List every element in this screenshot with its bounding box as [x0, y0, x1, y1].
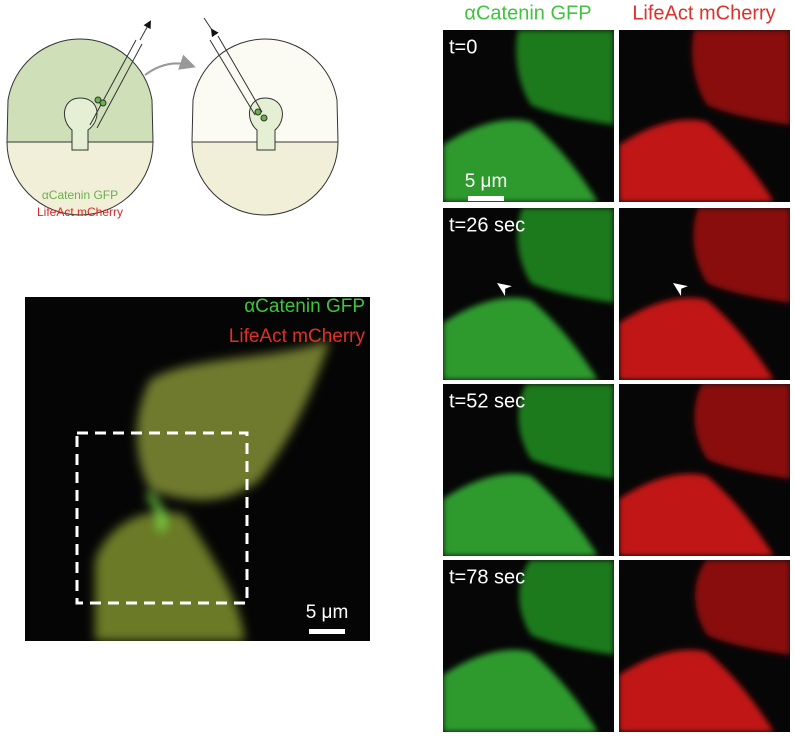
scale-label: 5 μm	[306, 602, 349, 623]
cells	[443, 208, 614, 380]
yolk	[6, 141, 154, 216]
time-label: t=52 sec	[449, 390, 525, 412]
cells	[619, 30, 790, 202]
scale-bar	[468, 196, 504, 201]
cell	[136, 340, 330, 500]
cap	[191, 38, 339, 143]
scale-label: 5 μm	[465, 171, 508, 192]
schematic	[6, 17, 339, 216]
cells-injected	[94, 96, 102, 104]
cell	[619, 119, 774, 202]
cell	[517, 208, 614, 303]
arrow	[139, 20, 151, 41]
needle	[217, 35, 263, 113]
frame	[443, 560, 614, 732]
arrow	[144, 54, 196, 76]
cells	[443, 384, 614, 556]
cell	[695, 560, 790, 655]
cell	[692, 30, 790, 125]
cell	[443, 119, 598, 202]
cell	[518, 384, 614, 479]
cell	[619, 297, 774, 380]
overview-label: αCatenin GFP	[244, 296, 365, 317]
arrowhead	[673, 283, 688, 296]
cell	[516, 30, 614, 125]
cell	[95, 512, 245, 641]
cells	[443, 560, 614, 732]
cell	[519, 560, 614, 655]
cell	[443, 473, 598, 556]
cells	[619, 560, 790, 732]
cell	[443, 649, 598, 732]
frame	[443, 30, 614, 202]
arrow	[203, 17, 219, 38]
needle	[96, 43, 143, 129]
cell	[619, 473, 774, 556]
cells	[260, 114, 268, 122]
frame	[619, 384, 790, 556]
cells-injected	[99, 99, 107, 107]
cells	[254, 108, 262, 116]
time-label: t=0	[449, 36, 477, 58]
scale-bar	[309, 629, 345, 634]
yolk	[191, 141, 339, 216]
time-label: t=78 sec	[449, 566, 525, 588]
cell	[693, 208, 790, 303]
cells	[619, 208, 790, 380]
cell	[619, 649, 774, 732]
frame	[443, 384, 614, 556]
cap	[6, 38, 154, 143]
cells	[443, 30, 614, 202]
frame	[619, 30, 790, 202]
cell	[443, 297, 598, 380]
overview-label: LifeAct mCherry	[229, 326, 366, 347]
schematic-label: LifeAct mCherry	[37, 205, 123, 219]
frame	[619, 560, 790, 732]
frame	[443, 208, 614, 380]
cells	[619, 384, 790, 556]
needle	[89, 39, 137, 126]
column-header: αCatenin GFP	[464, 2, 591, 24]
timelapse: t=0 5 μm t=26 sec t=52 sec t=78 sec	[443, 30, 790, 732]
frame	[619, 208, 790, 380]
roi	[75, 431, 249, 605]
arrowhead	[497, 283, 512, 296]
time-label: t=26 sec	[449, 214, 525, 236]
overview-image	[25, 297, 370, 641]
column-header: LifeAct mCherry	[632, 2, 775, 24]
contact	[145, 492, 165, 532]
cell	[64, 97, 98, 151]
needle	[209, 39, 256, 116]
cell	[694, 384, 790, 479]
schematic-label: αCatenin GFP	[42, 188, 118, 202]
